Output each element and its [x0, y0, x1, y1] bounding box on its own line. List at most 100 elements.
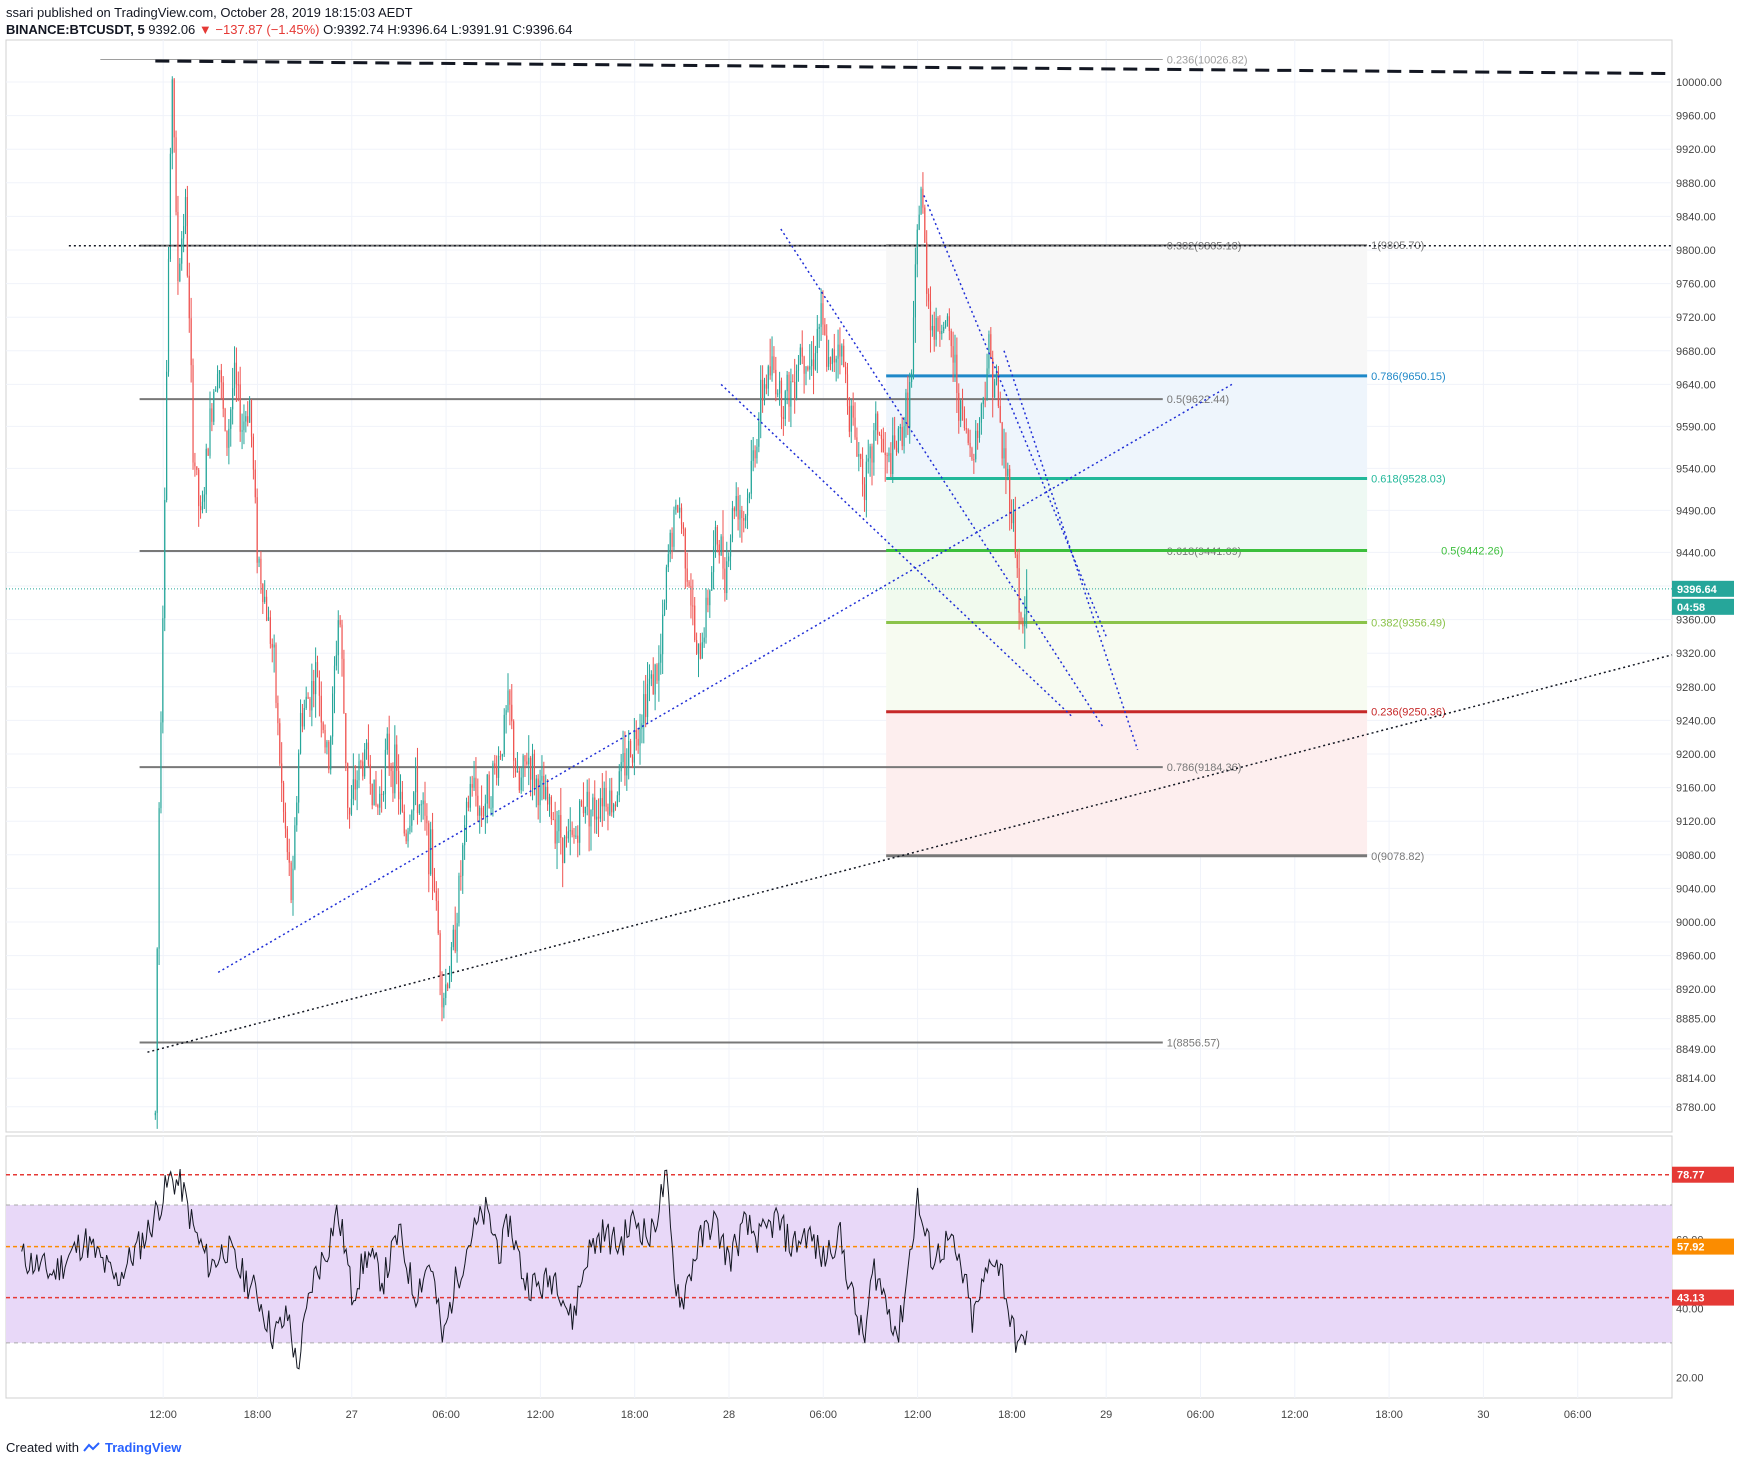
- candle-body: [722, 536, 724, 569]
- candle-body: [954, 354, 956, 363]
- symbol: BINANCE:BTCUSDT, 5: [6, 22, 145, 37]
- candle-body: [224, 408, 226, 431]
- candle-body: [352, 779, 354, 799]
- candle-body: [364, 749, 366, 777]
- candle-body: [835, 358, 837, 363]
- candle-body: [179, 263, 181, 282]
- candle-body: [279, 723, 281, 764]
- candle-body: [613, 804, 615, 813]
- candle-body: [920, 188, 922, 215]
- candle-body: [230, 409, 232, 429]
- candle-body: [624, 753, 626, 776]
- candle-body: [420, 804, 422, 806]
- channel-upper-line: [780, 228, 1104, 728]
- candle-body: [963, 409, 966, 428]
- candle-body: [1012, 511, 1015, 524]
- fib-label: 0.236(9250.36): [1371, 707, 1446, 719]
- x-tick-label: 12:00: [149, 1409, 177, 1421]
- candle-body: [296, 802, 298, 826]
- candle-body: [961, 400, 964, 410]
- candle-body: [465, 801, 468, 825]
- candle-body: [345, 713, 347, 764]
- candle-body: [315, 662, 317, 695]
- candle-body: [475, 777, 477, 796]
- candle-body: [252, 436, 254, 470]
- candle-body: [311, 680, 313, 711]
- candle-body: [729, 538, 732, 557]
- candle-body: [935, 318, 937, 340]
- tradingview-brand[interactable]: TradingView: [104, 1440, 182, 1455]
- candle-body: [245, 416, 247, 422]
- candle-body: [1007, 468, 1009, 476]
- tradingview-logo-icon: [83, 1441, 100, 1452]
- candle-body: [822, 303, 824, 325]
- x-tick-label: 06:00: [1564, 1409, 1592, 1421]
- x-tick-label: 18:00: [998, 1409, 1026, 1421]
- fib-zone: [886, 622, 1368, 712]
- candle-body: [778, 380, 781, 394]
- candle-body: [218, 370, 221, 375]
- candle-body: [418, 804, 420, 814]
- symbol-line: BINANCE:BTCUSDT, 5 9392.06 ▼ −137.87 (−1…: [6, 21, 572, 38]
- candle-body: [907, 392, 909, 428]
- candle-body: [401, 791, 403, 812]
- fib-label: 0.5(9622.44): [1167, 394, 1229, 406]
- candle-body: [960, 400, 962, 421]
- candle-body: [567, 831, 569, 839]
- rsi-level-tag-bg: [1672, 1166, 1734, 1183]
- candle-body: [386, 733, 388, 750]
- candle-body: [431, 829, 434, 878]
- candle-body: [164, 500, 166, 619]
- candle-body: [543, 775, 545, 800]
- candle-body: [509, 690, 511, 705]
- candle-body: [775, 369, 777, 395]
- candle-body: [1020, 612, 1022, 621]
- candle-body: [831, 349, 833, 365]
- candle-body: [166, 371, 168, 501]
- candle-body: [565, 836, 568, 839]
- fib-zone: [886, 550, 1368, 623]
- candle-body: [665, 567, 668, 603]
- candle-body: [579, 800, 581, 843]
- candle-body: [458, 875, 460, 924]
- candle-body: [1010, 513, 1013, 524]
- candle-body: [782, 416, 784, 419]
- candle-body: [984, 397, 986, 399]
- rsi-tick-label: 20.00: [1676, 1372, 1704, 1384]
- candle-body: [750, 460, 752, 494]
- candle-body: [818, 326, 820, 329]
- candle-body: [207, 448, 209, 456]
- candle-body: [829, 357, 832, 365]
- candle-body: [556, 831, 558, 844]
- candle-body: [269, 617, 271, 644]
- candle-body: [454, 929, 456, 952]
- rsi-pane: [6, 1168, 1672, 1370]
- candle-body: [424, 800, 426, 816]
- candle-body: [450, 947, 453, 977]
- candle-body: [809, 366, 811, 370]
- candle-body: [373, 779, 375, 806]
- candle-body: [909, 382, 911, 428]
- y-tick-label: 9960.00: [1676, 111, 1716, 123]
- candle-body: [516, 770, 519, 773]
- candles: [154, 76, 1028, 1129]
- candle-body: [507, 690, 509, 711]
- candle-body: [367, 742, 370, 765]
- candle-body: [237, 384, 239, 386]
- trend-drawings: [6, 59, 1673, 1053]
- candle-body: [982, 397, 984, 405]
- y-tick-label: 8814.00: [1676, 1073, 1716, 1085]
- candle-body: [288, 852, 290, 863]
- candle-body: [413, 792, 415, 811]
- candle-body: [213, 391, 215, 422]
- candle-body: [271, 643, 273, 648]
- candle-body: [803, 356, 805, 374]
- candle-body: [305, 696, 307, 709]
- candle-body: [714, 527, 717, 547]
- x-tick-label: 06:00: [1187, 1409, 1215, 1421]
- candle-body: [735, 495, 737, 512]
- rsi-tick-label: 40.00: [1676, 1303, 1704, 1315]
- candle-body: [1016, 554, 1018, 569]
- candle-body: [786, 374, 788, 392]
